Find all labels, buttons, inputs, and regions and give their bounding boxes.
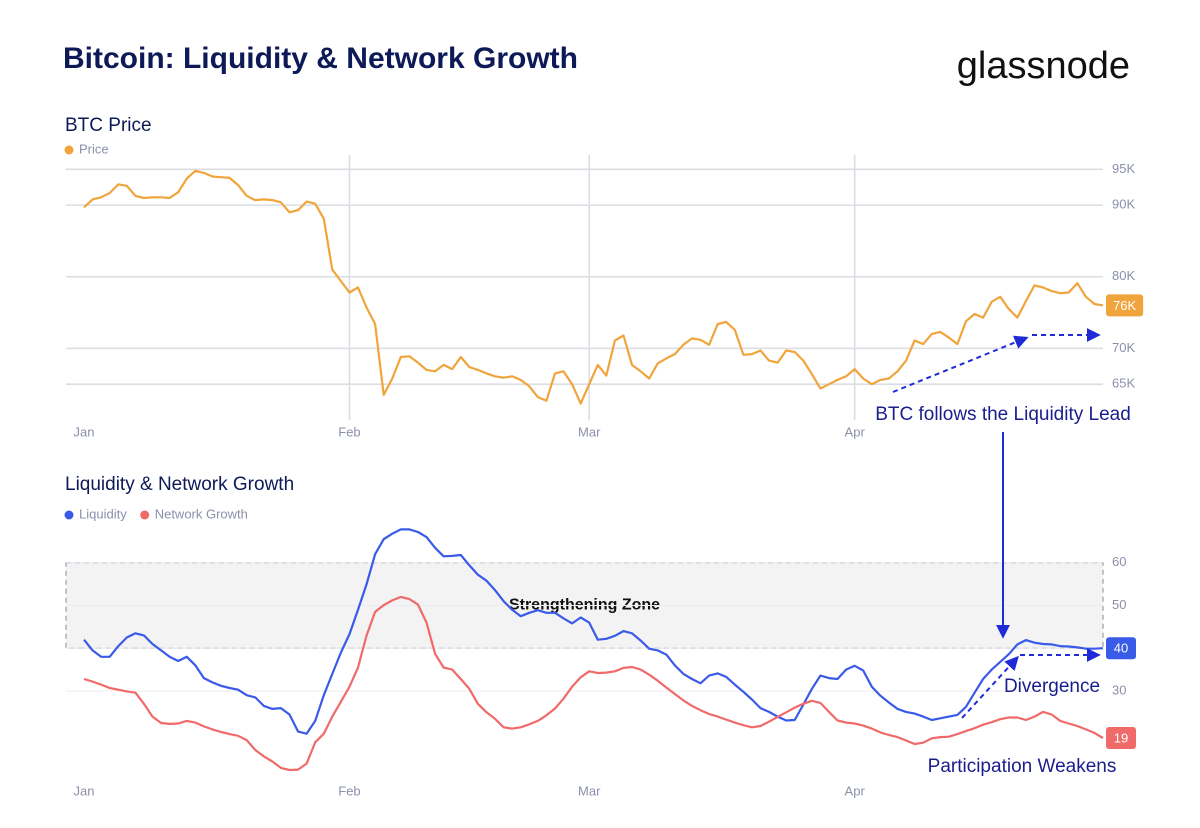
- arrow: [961, 655, 1019, 719]
- badge-box: [1106, 637, 1136, 660]
- y-tick-label: 70K: [1112, 340, 1135, 355]
- brand: glassnode: [957, 45, 1130, 87]
- value-badge: 19: [1106, 726, 1136, 749]
- legend-label: Price: [79, 141, 109, 156]
- y-tick-label: 90K: [1112, 197, 1135, 212]
- badge-label: 76K: [1113, 298, 1136, 313]
- y-tick-label: 50: [1112, 597, 1126, 612]
- badge-label: 40: [1114, 641, 1128, 656]
- arrow: [892, 335, 1029, 393]
- legend-label: Liquidity: [79, 506, 127, 521]
- value-badge: 76K: [1106, 294, 1144, 317]
- x-tick-label: Apr: [845, 424, 866, 439]
- value-badge: 40: [1106, 637, 1136, 660]
- y-tick-label: 65K: [1112, 376, 1135, 391]
- badge-box: [1106, 726, 1136, 749]
- x-tick-label: Mar: [578, 424, 601, 439]
- x-tick-label: Feb: [338, 424, 360, 439]
- x-tick-label: Feb: [338, 783, 360, 798]
- legend-marker: [64, 145, 74, 155]
- y-tick-label: 30: [1112, 682, 1126, 697]
- annotation-arrows: [892, 328, 1101, 719]
- x-tick-label: Jan: [74, 424, 95, 439]
- badge-box: [1106, 294, 1144, 317]
- chart-title: Liquidity & Network Growth: [65, 474, 294, 495]
- legend-label: Network Growth: [155, 506, 248, 521]
- legend-marker: [64, 510, 74, 520]
- legend-marker: [140, 510, 150, 520]
- badge-label: 19: [1114, 730, 1128, 745]
- y-tick-label: 80K: [1112, 268, 1135, 283]
- annotation: Divergence: [1004, 676, 1100, 697]
- annotation: Participation Weakens: [928, 756, 1117, 777]
- y-tick-label: 60: [1112, 554, 1126, 569]
- x-tick-label: Jan: [74, 783, 95, 798]
- x-tick-label: Mar: [578, 783, 601, 798]
- series-line: [83, 595, 1104, 772]
- series-line: [83, 528, 1104, 735]
- series-line: [83, 169, 1104, 405]
- y-tick-label: 95K: [1112, 161, 1135, 176]
- page-title: Bitcoin: Liquidity & Network Growth: [63, 42, 578, 75]
- x-tick-label: Apr: [845, 783, 866, 798]
- chart-title: BTC Price: [65, 115, 152, 136]
- annotation: BTC follows the Liquidity Lead: [875, 404, 1131, 425]
